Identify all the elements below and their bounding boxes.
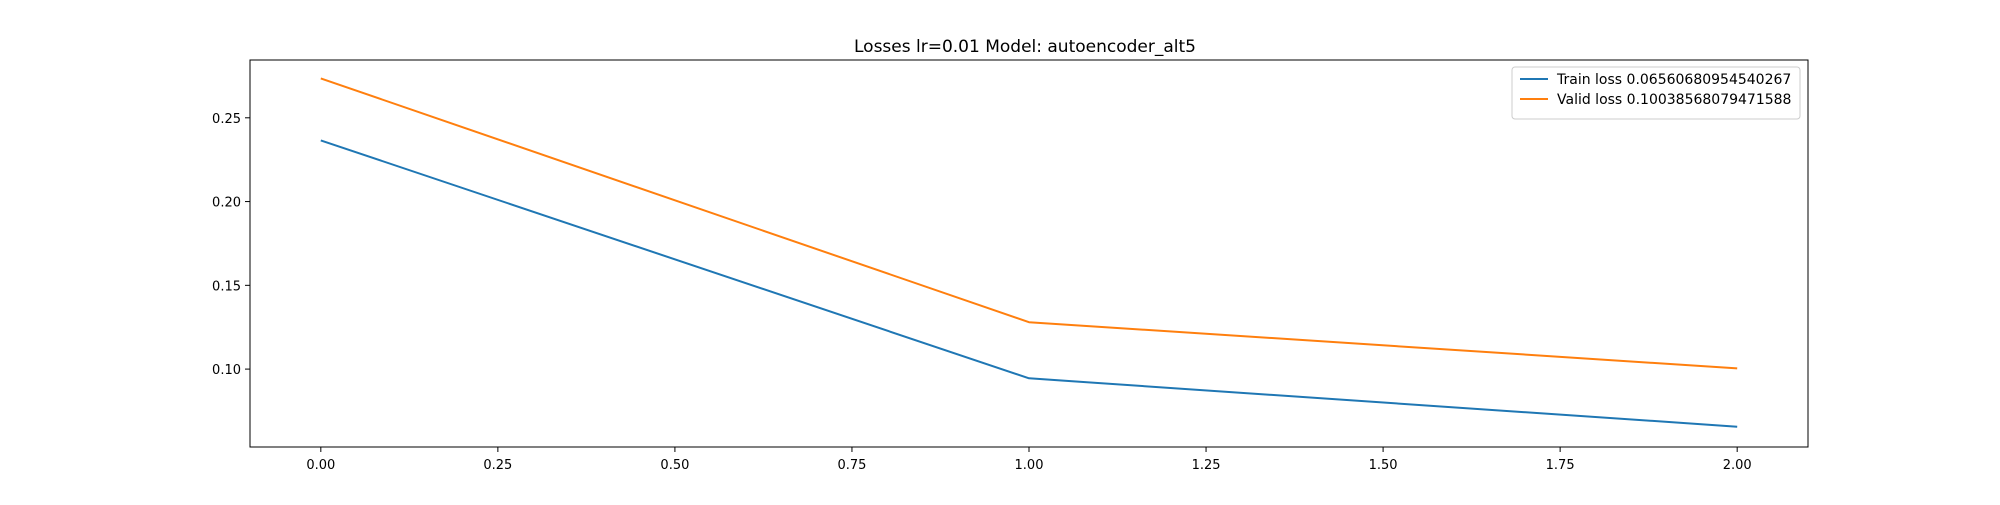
series-group	[320, 77, 1738, 428]
plot-frame	[249, 59, 1809, 448]
series-line-valid	[320, 77, 1738, 370]
y-tick-label: 0.10	[212, 363, 241, 378]
y-tick-label: 0.25	[212, 112, 241, 127]
y-tick-label: 0.20	[212, 196, 241, 211]
legend-label: Train loss 0.06560680954540267	[1556, 72, 1791, 88]
x-axis: 0.00 0.25 0.50 0.75 1.00 1.25 1.50 1.75 2.00	[306, 447, 1752, 473]
chart-title: Losses lr=0.01 Model: autoencoder_alt5	[854, 37, 1196, 57]
x-tick-label: 0.50	[660, 458, 689, 473]
x-tick-label: 1.25	[1192, 458, 1221, 473]
x-tick-label: 0.00	[306, 458, 335, 473]
x-tick-label: 0.25	[483, 458, 512, 473]
plot-area	[249, 59, 1809, 448]
y-axis: 0.10 0.15 0.20 0.25	[212, 112, 250, 378]
x-tick-label: 2.00	[1723, 458, 1752, 473]
x-tick-label: 1.50	[1369, 458, 1398, 473]
x-tick-label: 1.75	[1546, 458, 1575, 473]
legend-label: Valid loss 0.10038568079471588	[1557, 92, 1791, 108]
legend-box	[1511, 66, 1801, 120]
legend: Train loss 0.06560680954540267 Valid loss…	[1511, 66, 1801, 120]
series-line-train	[320, 139, 1738, 428]
x-tick-label: 0.75	[837, 458, 866, 473]
x-tick-label: 1.00	[1015, 458, 1044, 473]
y-tick-label: 0.15	[212, 279, 241, 294]
